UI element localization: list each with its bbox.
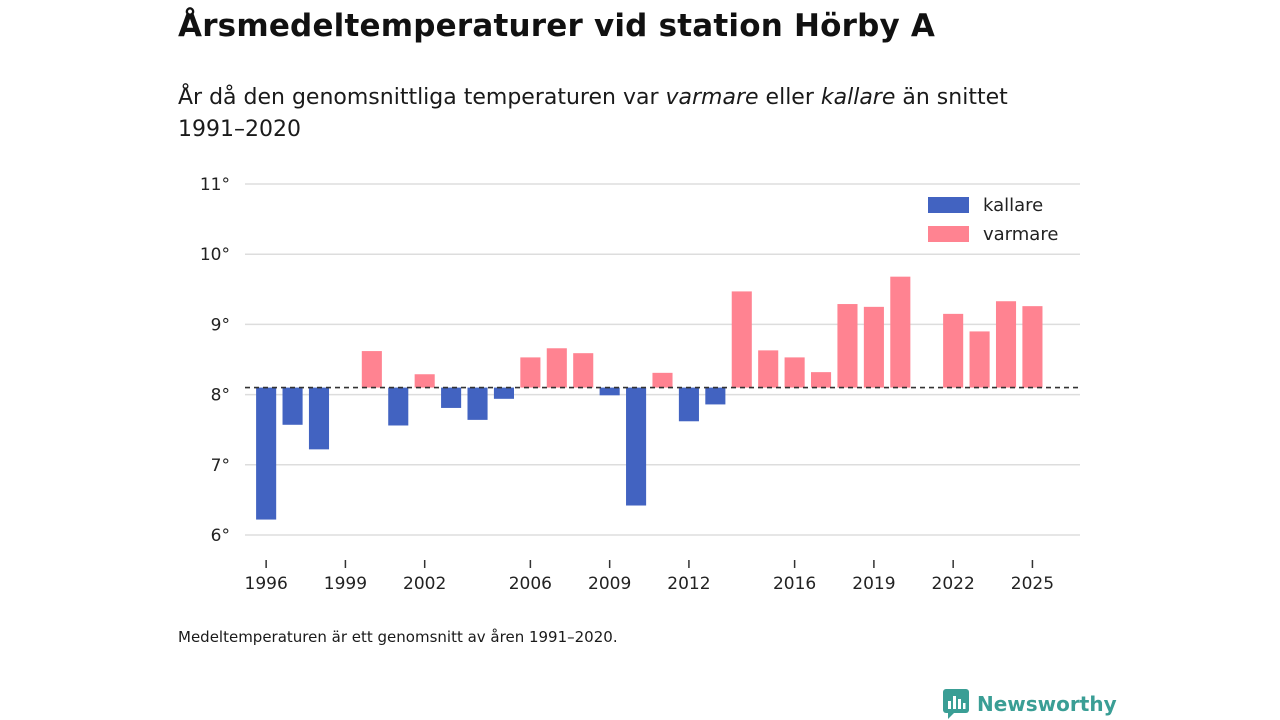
bar-2008 [573, 353, 594, 388]
bar-2017 [811, 372, 832, 388]
bar-2010 [626, 387, 647, 506]
chart-subtitle: År då den genomsnittliga temperaturen va… [178, 82, 1058, 146]
x-tick-label: 2012 [667, 574, 710, 594]
bar-2006 [520, 357, 541, 388]
bar-2020 [890, 276, 911, 388]
bar-1997 [282, 387, 303, 425]
brand-logo: Newsworthy [942, 688, 1117, 720]
legend-label-warm: varmare [983, 224, 1058, 245]
bar-2001 [388, 387, 409, 426]
bar-1996 [256, 387, 277, 520]
bar-2024 [995, 301, 1017, 388]
bar-2022 [943, 313, 964, 388]
footnote: Medeltemperaturen är ett genomsnitt av å… [178, 628, 618, 646]
bar-2019 [863, 306, 884, 388]
x-tick-label: 2025 [1011, 574, 1054, 594]
y-tick-label: 7° [211, 456, 230, 476]
bar-2004 [467, 387, 488, 420]
y-tick-label: 11° [200, 175, 230, 195]
subtitle-part-3: än snittet 1991–2020 [178, 85, 1008, 142]
y-tick-label: 6° [211, 526, 230, 546]
bar-2000 [361, 351, 382, 388]
legend-swatch-cold [928, 197, 969, 213]
x-tick-label: 2022 [932, 574, 975, 594]
bar-2015 [758, 350, 779, 388]
temperature-bar-chart: 6° 7° 8° 9° 10° 11° 1996 1999 2002 2006 2009 2012 20… [200, 175, 1080, 594]
y-tick-label: 9° [211, 315, 230, 335]
x-tick-label: 2006 [509, 574, 552, 594]
subtitle-cold-word: kallare [820, 85, 896, 110]
bar-2025 [1022, 306, 1043, 388]
x-tick-label: 2016 [773, 574, 816, 594]
legend-swatch-warm [928, 226, 969, 242]
bar-2009 [599, 387, 620, 396]
bar-2014 [731, 291, 752, 388]
x-tick-label: 2019 [852, 574, 895, 594]
y-tick-label: 8° [211, 386, 230, 406]
bar-2016 [784, 357, 805, 388]
subtitle-warm-word: varmare [665, 85, 759, 110]
bar-2002 [414, 374, 435, 388]
y-tick-label: 10° [200, 245, 230, 265]
subtitle-part-1: År då den genomsnittliga temperaturen va… [178, 85, 666, 110]
x-tick-label: 2009 [588, 574, 631, 594]
x-tick-label: 2002 [403, 574, 446, 594]
bar-2003 [441, 387, 462, 408]
bar-2011 [652, 372, 673, 388]
bar-2018 [837, 304, 858, 388]
bar-2013 [705, 387, 726, 405]
legend-label-cold: kallare [983, 195, 1043, 216]
bar-1998 [308, 387, 330, 450]
x-tick-label: 1996 [245, 574, 288, 594]
brand-name: Newsworthy [977, 692, 1117, 716]
newsworthy-logo-icon [943, 689, 969, 719]
bar-2023 [969, 331, 990, 388]
bar-2005 [493, 387, 514, 399]
bar-2012 [678, 387, 699, 422]
x-tick-label: 1999 [324, 574, 367, 594]
subtitle-part-2: eller [758, 85, 821, 110]
bar-2007 [546, 348, 567, 388]
chart-title: Årsmedeltemperaturer vid station Hörby A [178, 8, 936, 44]
